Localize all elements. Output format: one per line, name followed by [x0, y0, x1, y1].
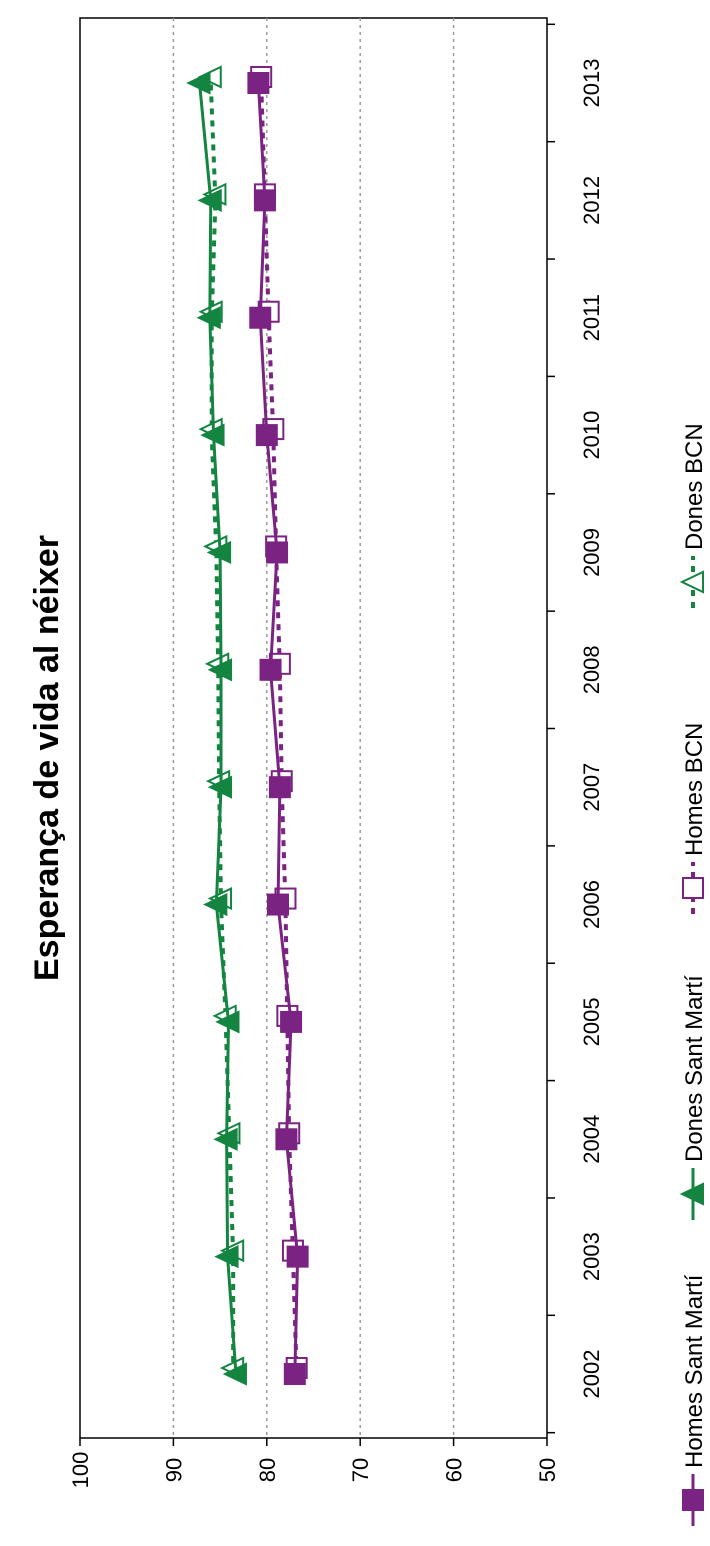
- value-tick-label: 60: [442, 1458, 467, 1482]
- series-line: [198, 82, 238, 1375]
- year-tick-label: 2005: [579, 997, 604, 1046]
- data-point: [196, 306, 221, 330]
- data-point: [280, 1010, 303, 1033]
- value-tick-label: 80: [255, 1458, 280, 1482]
- legend-swatch-marker: [679, 570, 704, 594]
- legend-item: Homes BCN: [681, 723, 708, 914]
- value-tick-label: 70: [348, 1458, 373, 1482]
- data-point: [249, 306, 272, 329]
- data-point: [207, 658, 233, 682]
- value-axis: 100 90 80 70 60 50: [68, 1438, 560, 1488]
- gridlines: [172, 18, 455, 1438]
- year-tick-label: 2012: [579, 176, 604, 225]
- legend-swatch-marker: [682, 1489, 704, 1511]
- value-tick-label: 90: [161, 1458, 186, 1482]
- data-point: [286, 1245, 309, 1268]
- data-point: [200, 423, 225, 447]
- year-tick-label: 2006: [579, 880, 604, 929]
- legend: Homes Sant Martí Dones Sant Martí Homes BC…: [679, 423, 708, 1526]
- series-line: [256, 82, 300, 1375]
- legend-label: Homes Sant Martí: [681, 1274, 708, 1468]
- series-layer: [186, 65, 309, 1386]
- legend-item: Dones Sant Martí: [679, 975, 708, 1220]
- legend-item: Dones BCN: [679, 423, 708, 608]
- data-point: [266, 541, 289, 564]
- data-point: [206, 540, 232, 565]
- legend-label: Homes BCN: [681, 723, 708, 856]
- year-tick-label: 2011: [579, 294, 604, 341]
- data-point: [253, 189, 276, 212]
- data-point: [247, 72, 270, 94]
- data-point: [275, 1128, 298, 1151]
- year-tick-label: 2009: [579, 528, 604, 577]
- year-tick-label: 2002: [579, 1350, 604, 1399]
- data-point: [215, 1010, 240, 1034]
- data-point: [203, 892, 228, 917]
- data-point: [255, 424, 278, 447]
- data-point: [197, 188, 222, 212]
- data-point: [214, 1245, 239, 1269]
- value-tick-label: 50: [535, 1458, 560, 1482]
- year-tick-label: 2003: [579, 1232, 604, 1281]
- series-homes-sant-mart-: [247, 72, 309, 1385]
- legend-label: Dones Sant Martí: [681, 975, 708, 1162]
- legend-swatch-marker: [679, 1182, 704, 1206]
- data-point: [267, 893, 290, 916]
- chart-title: Esperança de vida al néixer: [28, 535, 66, 981]
- series-dones-sant-mart-: [186, 71, 247, 1386]
- year-tick-label: 2008: [579, 645, 604, 694]
- plot-area: [79, 17, 548, 1439]
- data-point: [283, 1363, 306, 1385]
- legend-label: Dones BCN: [681, 423, 708, 550]
- data-point: [207, 775, 233, 799]
- value-tick-label: 100: [68, 1452, 93, 1489]
- year-tick-label: 2013: [579, 59, 604, 108]
- data-point: [222, 1362, 247, 1386]
- data-point: [259, 658, 282, 681]
- legend-item: Homes Sant Martí: [681, 1274, 708, 1526]
- data-point: [268, 776, 291, 799]
- data-point: [186, 71, 211, 95]
- year-tick-label: 2007: [579, 763, 604, 812]
- year-axis: 2002 2003 2004 2005 2006 2007 2008 2009 2010 2011…: [547, 23, 604, 1434]
- year-tick-label: 2010: [579, 411, 604, 460]
- legend-swatch-marker: [682, 877, 704, 899]
- year-tick-label: 2004: [579, 1115, 604, 1164]
- data-point: [213, 1127, 238, 1151]
